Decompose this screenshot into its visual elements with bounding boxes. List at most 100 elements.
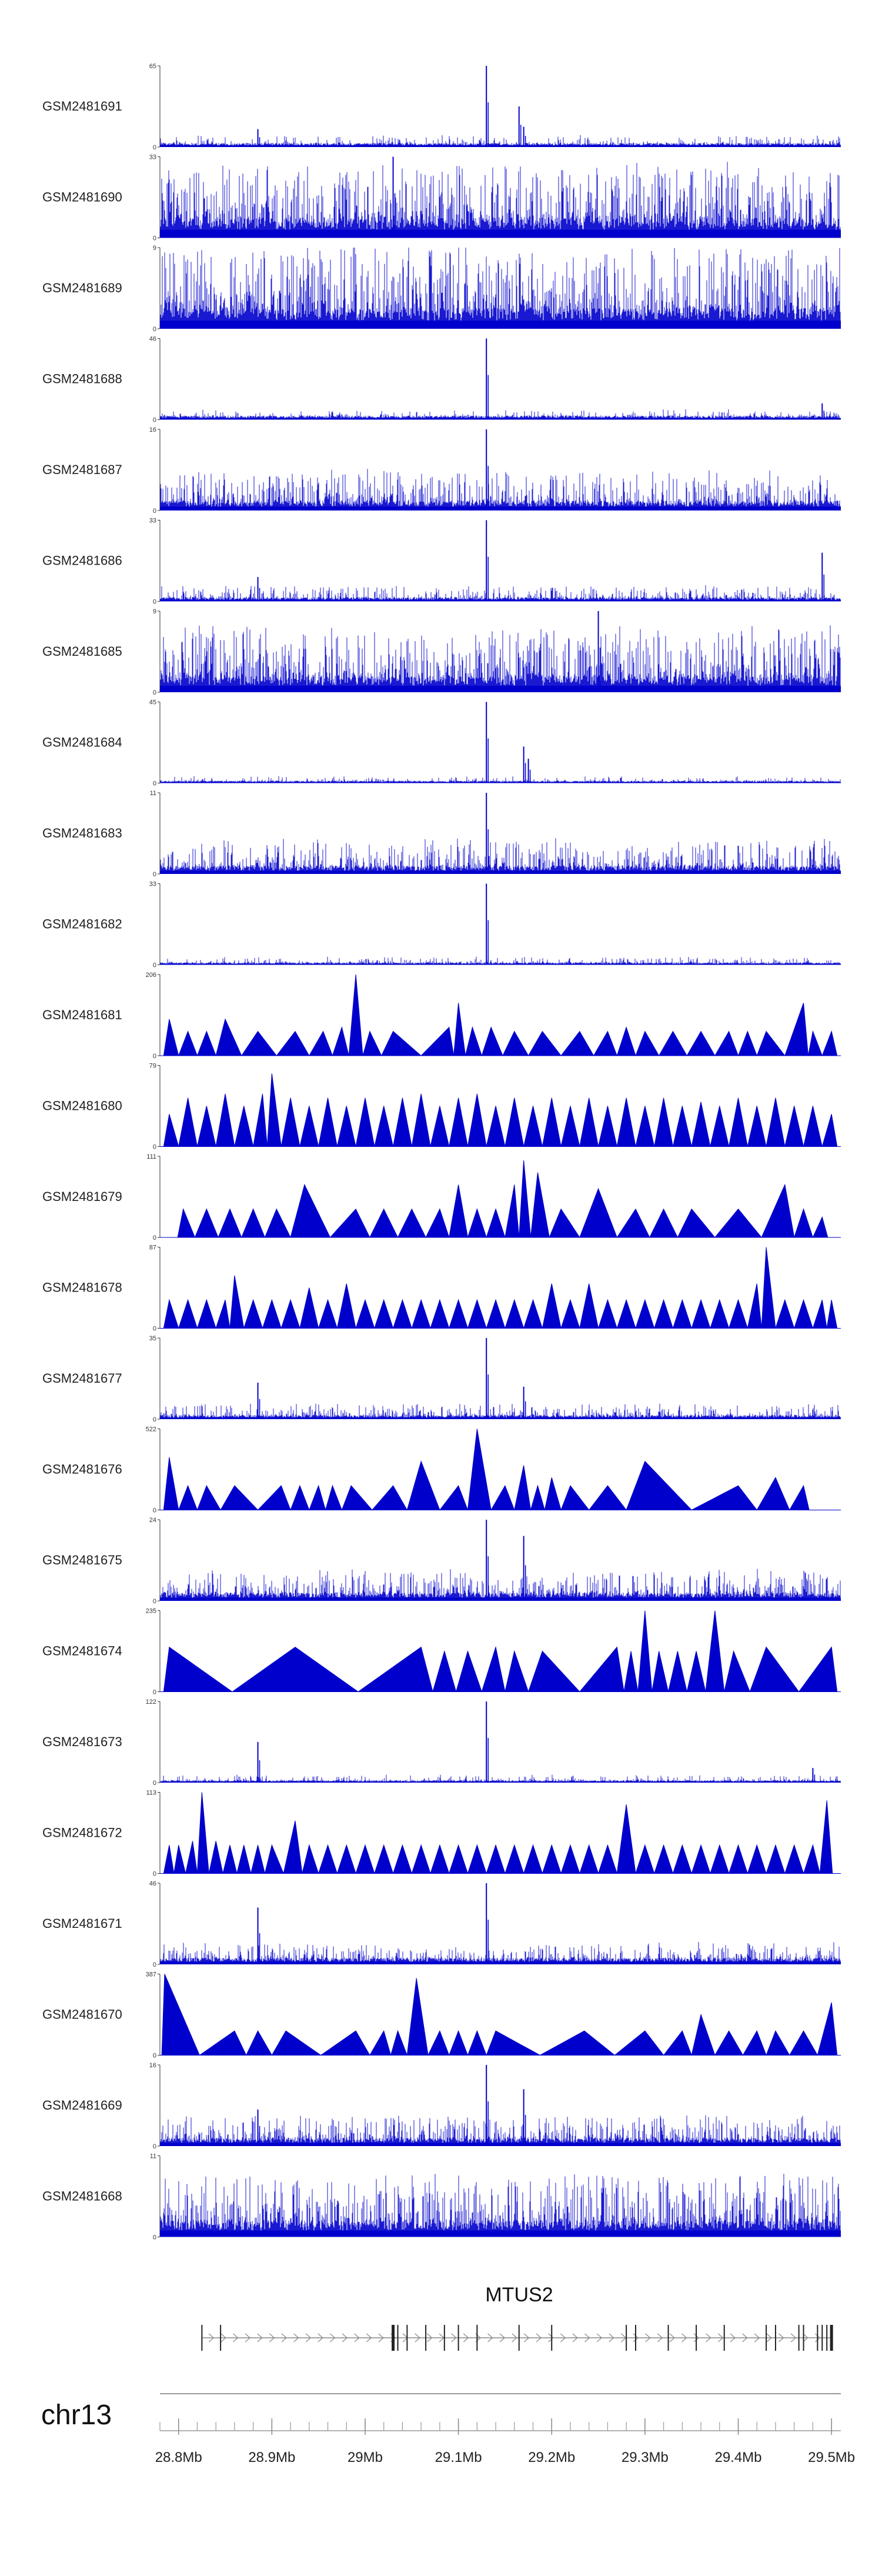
x-tick-label: 29.2Mb	[528, 2450, 575, 2465]
y-axis-zero-label: 0	[153, 1961, 156, 1968]
y-axis-zero-label: 0	[153, 1871, 156, 1878]
signal-bars	[160, 162, 841, 238]
signal-baseline	[160, 599, 841, 602]
y-axis-max-label: 387	[146, 1971, 156, 1978]
signal-spike	[329, 1208, 370, 1238]
signal-spike	[490, 1484, 515, 1510]
y-axis-max-label: 522	[146, 1426, 156, 1433]
y-axis-max-label: 9	[153, 608, 156, 615]
signal-spike	[784, 1106, 804, 1147]
signal-spike	[406, 1460, 440, 1510]
signal-spike	[178, 1030, 198, 1056]
signal-spike	[449, 1844, 469, 1874]
strand-arrow	[548, 2333, 554, 2343]
track-label: GSM2481685	[42, 644, 122, 659]
strand-arrow	[717, 2333, 724, 2343]
signal-spike	[467, 1093, 487, 1147]
signal-spike	[616, 1026, 636, 1056]
signal-spike	[194, 1208, 219, 1238]
track-GSM2481679: GSM2481679 111 0	[42, 1153, 841, 1242]
track-GSM2481678: GSM2481678 87 0	[42, 1244, 841, 1333]
signal-bars	[160, 1941, 841, 1964]
strand-arrow	[415, 2333, 420, 2343]
gene-exon	[667, 2325, 669, 2351]
signal-spike	[229, 1275, 245, 1329]
signal-spike	[812, 1216, 828, 1238]
strand-arrow	[499, 2333, 506, 2343]
strand-arrow	[233, 2333, 239, 2343]
signal-spike	[198, 2030, 247, 2056]
signal-spike	[803, 1106, 823, 1147]
signal-spike	[427, 2030, 450, 2056]
signal-spike	[728, 1844, 749, 1874]
x-tick-label: 28.8Mb	[155, 2450, 202, 2465]
signal-spike	[439, 1485, 469, 1510]
signal-baseline	[160, 1597, 841, 1601]
y-axis-max-label: 235	[146, 1608, 156, 1615]
signal-spike	[766, 2030, 790, 2056]
signal-spike	[724, 1650, 751, 1692]
signal-spike	[579, 1283, 599, 1329]
gene-exon	[406, 2325, 408, 2351]
signal-baseline	[160, 418, 841, 420]
strand-arrow	[354, 2333, 360, 2343]
signal-spike	[635, 1844, 655, 1874]
y-axis-zero-label: 0	[153, 962, 156, 969]
track-label: GSM2481680	[42, 1099, 122, 1113]
signal-spike	[530, 1172, 550, 1238]
signal-spike	[449, 1184, 469, 1238]
y-axis-max-label: 111	[146, 1153, 156, 1160]
signal-spike	[542, 1283, 562, 1329]
y-axis-max-label: 33	[149, 518, 156, 525]
track-label: GSM2481679	[42, 1189, 122, 1204]
track-label: GSM2481687	[42, 462, 122, 477]
signal-spike	[505, 1299, 524, 1329]
track-GSM2481687: GSM2481687 16 0	[42, 426, 841, 515]
signal-spike	[597, 1844, 617, 1874]
signal-spike	[560, 1299, 580, 1329]
signal-spike	[355, 1844, 375, 1874]
gene-exon	[830, 2325, 833, 2351]
y-axis-zero-label: 0	[153, 871, 156, 878]
signal-spike	[390, 2030, 408, 2056]
signal-spike	[302, 1844, 319, 1874]
y-axis-max-label: 11	[150, 790, 156, 797]
track-label: GSM2481684	[42, 735, 122, 750]
signal-spike	[178, 1299, 198, 1329]
signal-spike	[467, 1208, 487, 1238]
track-GSM2481673: GSM2481673 122 0	[42, 1699, 841, 1787]
strand-arrow	[766, 2333, 772, 2343]
y-axis-max-label: 122	[146, 1699, 156, 1706]
signal-spike	[374, 1844, 394, 1874]
signal-spike	[163, 1845, 175, 1874]
track-GSM2481690: GSM2481690 33 0	[42, 154, 841, 242]
signal-spike	[626, 1460, 693, 1510]
signal-bars	[160, 776, 841, 783]
signal-spike	[196, 1106, 216, 1147]
signal-spike	[686, 1030, 716, 1056]
signal-spike	[505, 1097, 524, 1147]
strand-arrow	[657, 2333, 663, 2343]
signal-bars	[160, 469, 841, 510]
strand-arrow	[609, 2333, 614, 2343]
gene-exon	[397, 2325, 399, 2351]
gene-exon	[220, 2325, 222, 2351]
strand-arrow	[814, 2333, 821, 2343]
track-label: GSM2481672	[42, 1826, 122, 1840]
signal-spike	[299, 1287, 319, 1329]
signal-spike	[163, 1114, 179, 1147]
signal-spike	[369, 2030, 392, 2056]
track-label: GSM2481681	[42, 1007, 122, 1022]
y-axis-max-label: 35	[149, 1335, 156, 1342]
signal-spike	[320, 2030, 370, 2056]
signal-spike	[784, 1844, 804, 1874]
signal-spike	[672, 1106, 692, 1147]
signal-spike	[380, 1030, 422, 1056]
track-label: GSM2481690	[42, 190, 122, 205]
gene-exon	[723, 2325, 725, 2351]
signal-spike	[616, 1299, 636, 1329]
x-tick-label: 29.4Mb	[714, 2450, 761, 2465]
track-label: GSM2481670	[42, 2007, 122, 2022]
signal-baseline	[160, 870, 841, 874]
signal-spike	[222, 1845, 238, 1874]
